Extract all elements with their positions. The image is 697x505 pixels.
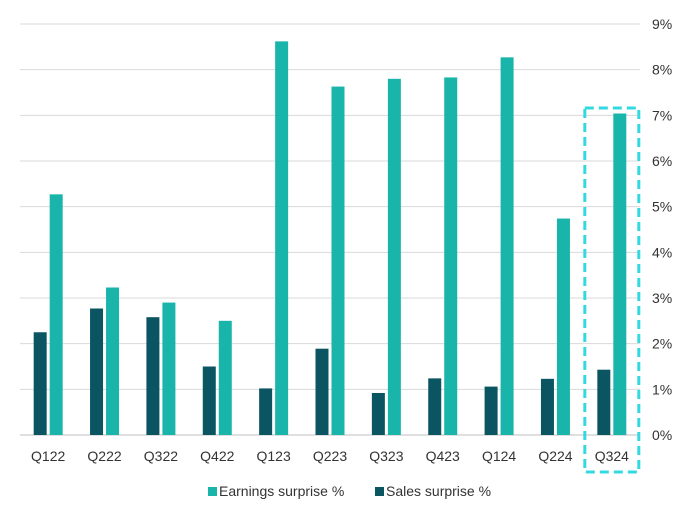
bar-earnings-q324 bbox=[613, 113, 627, 436]
legend-swatch bbox=[375, 487, 384, 496]
x-tick-label: Q422 bbox=[200, 448, 234, 464]
y-tick-label: 7% bbox=[652, 107, 672, 123]
bar-earnings-q124 bbox=[500, 57, 514, 435]
x-tick-label: Q222 bbox=[87, 448, 121, 464]
y-tick-label: 2% bbox=[652, 336, 672, 352]
x-tick-label: Q423 bbox=[426, 448, 460, 464]
y-tick-label: 0% bbox=[652, 427, 672, 443]
legend-label: Sales surprise % bbox=[386, 483, 491, 499]
bar-sales-q323 bbox=[371, 392, 385, 435]
bar-sales-q224 bbox=[540, 378, 554, 435]
y-tick-label: 9% bbox=[652, 16, 672, 32]
bar-earnings-q422 bbox=[218, 320, 232, 435]
y-tick-label: 4% bbox=[652, 244, 672, 260]
bar-sales-q422 bbox=[202, 366, 216, 435]
bars bbox=[33, 41, 627, 436]
legend: Earnings surprise % Sales surprise % bbox=[208, 483, 491, 499]
bar-sales-q222 bbox=[90, 308, 104, 435]
x-tick-label: Q224 bbox=[538, 448, 572, 464]
y-tick-label: 1% bbox=[652, 381, 672, 397]
bar-sales-q423 bbox=[428, 378, 442, 435]
highlight-box bbox=[583, 106, 641, 474]
x-tick-label: Q122 bbox=[31, 448, 65, 464]
y-tick-label: 3% bbox=[652, 290, 672, 306]
legend-swatch bbox=[208, 487, 217, 496]
bar-earnings-q423 bbox=[444, 77, 458, 436]
bar-earnings-q322 bbox=[162, 302, 176, 435]
bar-earnings-q224 bbox=[556, 218, 570, 435]
x-tick-label: Q123 bbox=[257, 448, 291, 464]
bar-earnings-q323 bbox=[387, 78, 401, 436]
bar-earnings-q122 bbox=[49, 194, 63, 435]
bar-sales-q322 bbox=[146, 317, 160, 435]
x-tick-label: Q124 bbox=[482, 448, 516, 464]
legend-label: Earnings surprise % bbox=[219, 483, 344, 499]
bar-sales-q223 bbox=[315, 348, 329, 435]
bar-earnings-q123 bbox=[275, 41, 289, 435]
y-axis-ticks: 0% 1% 2% 3% 4% 5% 6% 7% 8% 9% bbox=[652, 16, 672, 443]
x-tick-label: Q323 bbox=[369, 448, 403, 464]
y-tick-label: 6% bbox=[652, 153, 672, 169]
bar-sales-q324 bbox=[597, 369, 611, 435]
y-tick-label: 8% bbox=[652, 62, 672, 78]
bar-earnings-q222 bbox=[106, 287, 120, 435]
x-axis-ticks: Q122 Q222 Q322 Q422 Q123 Q223 Q323 Q423 Q124 Q224… bbox=[31, 448, 629, 464]
y-tick-label: 5% bbox=[652, 199, 672, 215]
highlight-box-layer bbox=[583, 106, 641, 474]
bar-sales-q124 bbox=[484, 386, 498, 435]
x-tick-label: Q322 bbox=[144, 448, 178, 464]
x-tick-label: Q324 bbox=[595, 448, 629, 464]
bar-earnings-q223 bbox=[331, 86, 345, 436]
bar-sales-q123 bbox=[259, 388, 273, 435]
bar-sales-q122 bbox=[33, 332, 47, 435]
x-tick-label: Q223 bbox=[313, 448, 347, 464]
gridlines bbox=[20, 23, 640, 436]
